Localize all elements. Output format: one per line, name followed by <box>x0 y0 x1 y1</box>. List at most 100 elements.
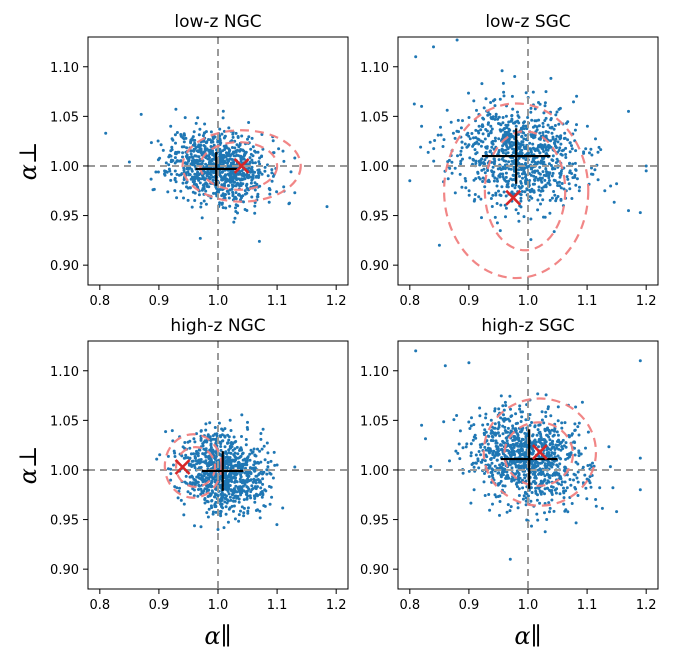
scatter-point <box>550 485 553 489</box>
scatter-point <box>576 470 580 474</box>
scatter-point <box>186 198 190 202</box>
scatter-point <box>543 511 546 515</box>
confidence-contour-2 <box>174 446 217 488</box>
scatter-point <box>467 143 471 147</box>
scatter-point <box>499 443 503 447</box>
scatter-point <box>472 136 475 140</box>
scatter-point <box>585 497 589 501</box>
scatter-point <box>194 121 198 125</box>
scatter-point <box>556 159 560 163</box>
scatter-point <box>497 421 501 425</box>
scatter-point <box>230 146 234 149</box>
scatter-point <box>258 449 262 453</box>
scatter-point <box>242 511 246 515</box>
scatter-point <box>543 530 547 534</box>
scatter-point <box>469 451 473 455</box>
scatter-point <box>254 486 258 490</box>
scatter-point <box>270 179 274 183</box>
scatter-point <box>206 472 210 476</box>
scatter-point <box>420 104 424 108</box>
scatter-point <box>538 193 542 197</box>
scatter-point <box>589 485 593 489</box>
scatter-point <box>586 430 590 434</box>
scatter-point <box>233 146 237 150</box>
scatter-point <box>499 203 503 207</box>
scatter-point <box>479 128 483 132</box>
scatter-point <box>571 176 575 180</box>
scatter-point <box>486 169 490 172</box>
scatter-point <box>502 177 506 181</box>
scatter-point <box>127 160 131 164</box>
scatter-point <box>190 205 194 209</box>
scatter-point <box>197 483 201 487</box>
scatter-point <box>253 204 257 208</box>
scatter-point <box>543 492 546 496</box>
scatter-point <box>281 149 285 153</box>
scatter-point <box>538 131 542 135</box>
x-tick-label: 1.2 <box>636 294 657 309</box>
scatter-point <box>277 147 281 151</box>
scatter-point <box>553 455 557 459</box>
scatter-point <box>220 178 224 182</box>
scatter-point <box>497 174 501 178</box>
scatter-point <box>441 145 445 148</box>
scatter-point <box>549 117 553 120</box>
scatter-point <box>481 176 485 180</box>
scatter-point <box>188 186 192 190</box>
x-tick-label: 0.8 <box>399 294 420 309</box>
scatter-point <box>514 412 518 416</box>
scatter-point <box>163 172 166 176</box>
scatter-point <box>530 491 534 494</box>
scatter-point <box>519 453 523 457</box>
scatter-point <box>493 464 497 468</box>
scatter-point <box>603 189 607 193</box>
scatter-point <box>258 184 262 188</box>
scatter-point <box>243 208 247 211</box>
scatter-point <box>467 361 471 365</box>
scatter-point <box>208 482 212 486</box>
scatter-point <box>237 487 241 491</box>
scatter-point <box>493 136 497 140</box>
scatter-point <box>548 431 552 435</box>
scatter-point <box>480 82 484 86</box>
scatter-point <box>184 474 188 478</box>
scatter-point <box>540 410 544 414</box>
scatter-point <box>531 142 535 146</box>
scatter-point <box>533 179 537 182</box>
scatter-point <box>503 133 507 137</box>
scatter-point <box>437 243 441 247</box>
scatter-point <box>496 431 500 435</box>
scatter-point <box>557 180 561 184</box>
scatter-point <box>547 451 551 454</box>
scatter-point <box>220 183 224 187</box>
scatter-point <box>207 507 211 511</box>
scatter-point <box>481 132 485 136</box>
scatter-point <box>562 496 566 500</box>
scatter-point <box>516 171 520 175</box>
scatter-point <box>511 424 515 428</box>
scatter-point <box>547 162 551 166</box>
scatter-point <box>517 133 520 136</box>
scatter-point <box>540 438 543 442</box>
scatter-point <box>185 185 188 189</box>
scatter-point <box>455 414 459 417</box>
y-tick-label: 1.00 <box>360 160 389 175</box>
scatter-point <box>243 189 247 193</box>
scatter-point <box>548 438 552 442</box>
scatter-point <box>543 143 547 147</box>
scatter-point <box>505 455 509 459</box>
scatter-point <box>243 192 247 196</box>
scatter-point <box>198 448 202 452</box>
scatter-point <box>227 463 231 467</box>
scatter-point <box>477 176 481 179</box>
scatter-point <box>487 191 491 195</box>
scatter-point <box>568 141 572 145</box>
scatter-point <box>506 182 510 186</box>
confidence-contour-2 <box>483 130 567 252</box>
scatter-point <box>573 422 577 426</box>
scatter-point <box>248 156 252 160</box>
scatter-point <box>195 172 199 176</box>
scatter-point <box>245 459 249 463</box>
scatter-point <box>242 498 246 502</box>
scatter-point <box>236 181 239 185</box>
